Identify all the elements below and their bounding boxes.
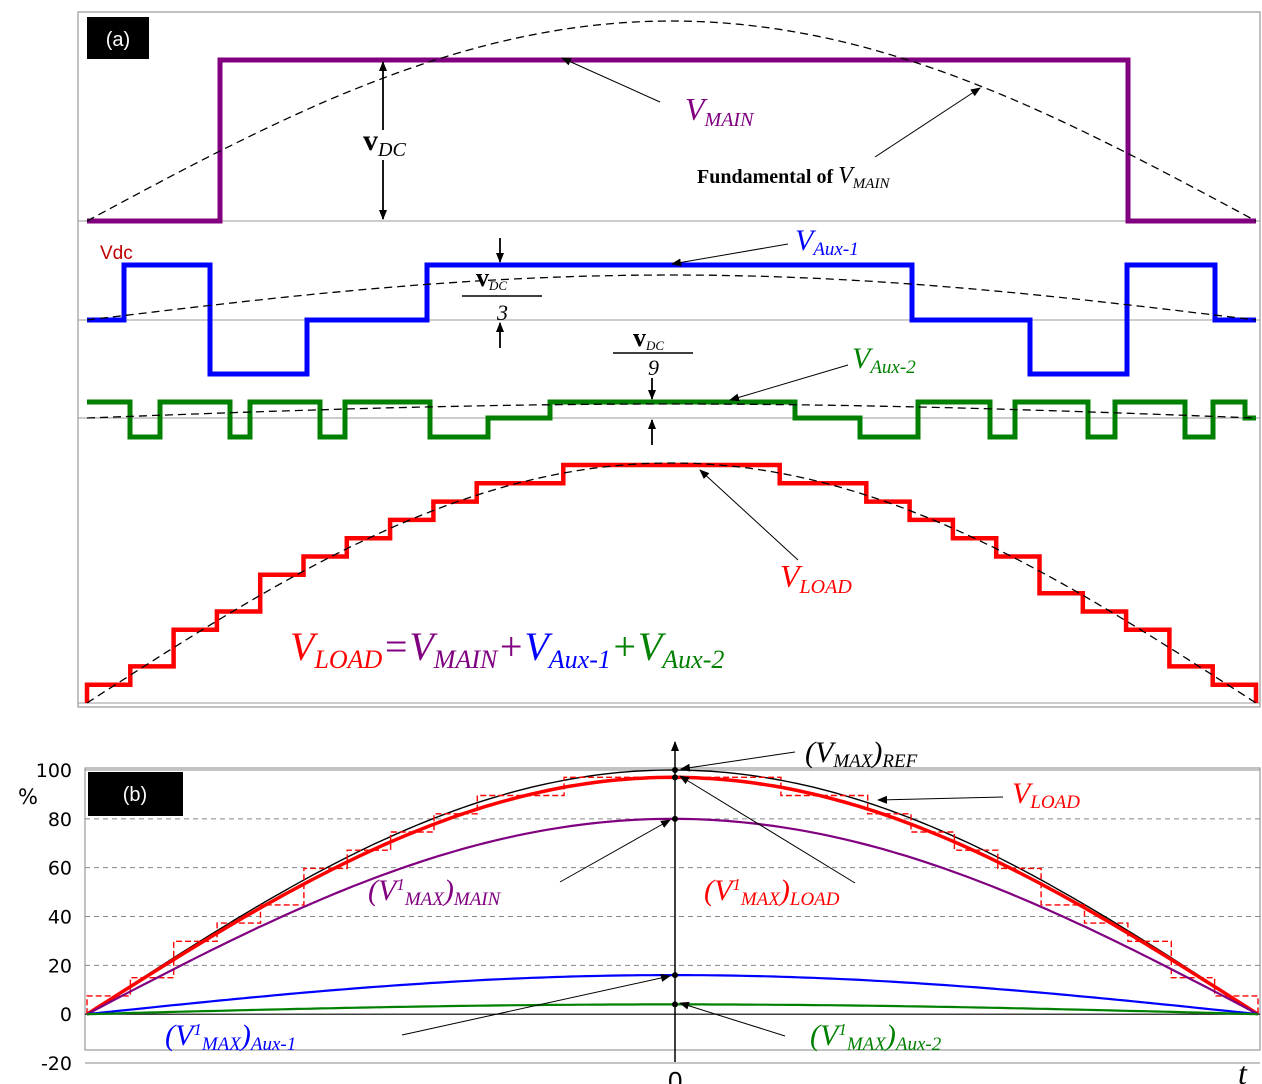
curve-v1-aux1 [86, 974, 1259, 1016]
y-tick-label: 100 [36, 760, 72, 782]
y-tick-label: 80 [48, 809, 72, 831]
v-load-waveform [84, 462, 1259, 703]
v-main-label: VMAIN [685, 91, 755, 131]
v-aux1-waveform [87, 262, 1256, 377]
v-aux2-fundamental [86, 403, 1257, 419]
v-load-b-label: VLOAD [1012, 777, 1080, 813]
panel-a: (a) vDC VMAIN Fundamental of VMAIN Vdc [77, 11, 1261, 708]
panel-a-tag: (a) [106, 29, 130, 51]
v-load-fundamental [86, 462, 1257, 704]
v-aux2-label: VAux-2 [852, 342, 916, 378]
vmax-ref-label: (VMAX)REF [805, 736, 918, 772]
load-equation: VLOAD=VMAIN+VAux-1+VAux-2 [290, 624, 724, 674]
x-center-label: 0 [668, 1066, 682, 1084]
v1-main-label: (V1MAX)MAIN [368, 874, 502, 910]
v1-load-label: (V1MAX)LOAD [704, 874, 840, 910]
curve-vmax-ref [86, 769, 1259, 1015]
vmax-ref-arrow [680, 751, 796, 772]
v-aux1-arrow [671, 243, 789, 267]
vdc-label: vDC [363, 124, 406, 161]
peak-marker [672, 767, 678, 773]
v1-load-arrow [679, 775, 856, 884]
panel-a-tag-box [87, 17, 149, 59]
y-tick-label: 0 [60, 1004, 72, 1026]
v1-aux2-arrow [679, 1001, 786, 1037]
v-main-waveform [87, 57, 1256, 224]
v-aux2-waveform [87, 399, 1256, 440]
panel-b-y-axis: 100 80 60 40 20 0 -20 [36, 760, 72, 1075]
v-main-fundamental [86, 20, 1257, 222]
panel-b: 100 80 60 40 20 0 -20 % (b) 0 t (VMAX)REF VLOA… [18, 736, 1261, 1084]
v1-aux2-label: (V1MAX)Aux-2 [810, 1019, 942, 1055]
curve-load-staircase [86, 776, 1259, 1015]
v-aux1-label: VAux-1 [795, 224, 859, 260]
v-main-arrow [561, 57, 661, 103]
vdc9-denominator: 9 [648, 355, 659, 380]
peak-marker [672, 1001, 678, 1008]
y-tick-label: 20 [48, 955, 72, 977]
x-end-label: t [1238, 1055, 1248, 1084]
panel-b-frame [84, 767, 1261, 1051]
panel-b-tag: (b) [123, 784, 147, 806]
v-load-label: VLOAD [780, 558, 852, 598]
v1-main-arrow [559, 819, 671, 883]
v-load-b-arrow [877, 795, 1004, 804]
panel-b-tag-box [88, 772, 183, 816]
vdc-marker-label: Vdc [100, 243, 133, 264]
vdc3-numerator: vDC [476, 263, 507, 293]
vdc3-denominator: 3 [496, 300, 508, 325]
y-unit-label: % [18, 785, 38, 809]
curve-v1-load [86, 775, 1259, 1016]
peak-marker [672, 774, 678, 781]
peak-marker [672, 972, 678, 979]
v1-aux1-arrow [401, 974, 671, 1036]
fundamental-label: Fundamental of VMAIN [697, 163, 890, 192]
v-aux1-fundamental [86, 274, 1257, 321]
y-tick-label: 40 [48, 907, 72, 929]
y-tick-label: 60 [48, 858, 72, 880]
v-load-arrow [699, 469, 799, 561]
panel-b-gridlines [85, 769, 1260, 1064]
y-tick-label: -20 [41, 1053, 72, 1075]
panel-a-frame [77, 11, 1261, 708]
vdc9-numerator: vDC [633, 323, 664, 353]
peak-marker [672, 815, 678, 822]
v-aux2-arrow [729, 364, 849, 402]
fundamental-arrow [874, 87, 981, 158]
v1-aux1-label: (V1MAX)Aux-1 [165, 1019, 296, 1055]
